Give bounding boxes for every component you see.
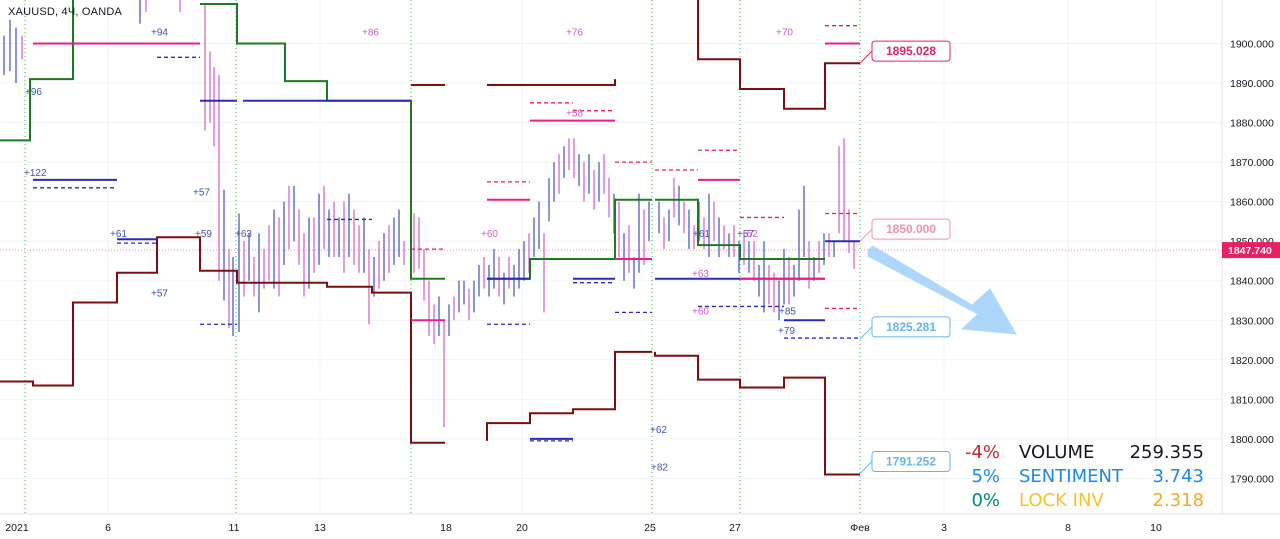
level-count-label: +63	[235, 229, 252, 240]
stat-volume-name: VOLUME	[1019, 442, 1095, 463]
stat-volume-value: 259.355	[1129, 442, 1204, 463]
stat-lock-inv-value: 2.318	[1152, 490, 1204, 511]
y-axis: 1790.000 1800.000 1810.000 1820.000 1830.000…	[1221, 0, 1280, 514]
x-tick-label: 8	[1065, 522, 1071, 534]
level-count-label: +52	[741, 229, 758, 240]
step-line	[487, 79, 616, 86]
level-count-label: +122	[24, 168, 47, 179]
y-tick-label: 1830.000	[1230, 315, 1274, 327]
x-tick-label: 20	[516, 522, 528, 534]
stat-lock-inv-pct: 0%	[971, 490, 1000, 511]
step-line	[486, 350, 652, 441]
level-count-label: +59	[195, 229, 212, 240]
step-line	[200, 3, 445, 280]
step-line	[0, 0, 74, 142]
x-tick-label: 13	[314, 522, 326, 534]
stat-sentiment-value: 3.743	[1152, 466, 1204, 487]
stat-lock-inv-name: LOCK INV	[1019, 490, 1104, 511]
step-line	[0, 236, 445, 444]
callout-value: 1825.281	[886, 320, 936, 334]
level-count-label: +60	[692, 306, 709, 317]
x-axis: 2021 6 11 13 18 20 25 27 Фев 3 8 10	[0, 513, 1280, 534]
callout-value: 1791.252	[886, 454, 936, 468]
level-count-label: +76	[566, 28, 583, 39]
current-price-badge	[1222, 242, 1280, 259]
x-tick-label: 18	[440, 522, 452, 534]
step-line	[655, 198, 825, 260]
annotations: +94 +86 +76 +70 +96 +58 +122 +57 +61 +59 +63 +60 +61…	[24, 28, 796, 474]
x-tick-label: 2021	[5, 522, 29, 534]
x-tick-label: 10	[1150, 522, 1162, 534]
callout-box	[871, 316, 951, 338]
level-count-label: +70	[776, 28, 793, 39]
level-count-label: +57	[193, 188, 210, 199]
level-count-label: +58	[566, 109, 583, 120]
x-tick-label: 11	[229, 522, 240, 534]
step-line	[697, 0, 860, 110]
level-count-label: +57	[151, 289, 168, 300]
level-count-label: +62	[650, 425, 667, 436]
x-tick-label: Фев	[850, 522, 870, 534]
price-callouts: 1895.028 1850.000 1825.281 1791.252	[859, 40, 951, 474]
price-callout: 1791.252	[859, 450, 951, 474]
step-line	[487, 198, 652, 280]
x-tick-label: 25	[644, 522, 656, 534]
stats-panel: -4% VOLUME 259.355 5% SENTIMENT 3.743 0%…	[965, 441, 1212, 513]
level-count-label: +94	[151, 28, 168, 39]
y-tick-label: 1810.000	[1230, 394, 1274, 406]
callout-box	[871, 40, 951, 62]
step-series	[0, 0, 860, 476]
grid-lines	[0, 0, 1222, 514]
y-tick-label: 1880.000	[1230, 118, 1274, 130]
level-count-label: +61	[693, 229, 710, 240]
price-callout: 1825.281	[859, 316, 951, 340]
level-count-label: +63	[692, 269, 709, 280]
forecast-arrow	[867, 245, 1017, 335]
price-callout: 1895.028	[859, 40, 951, 64]
level-count-label: +79	[778, 326, 795, 337]
x-tick-label: 6	[105, 522, 111, 534]
stat-volume-pct: -4%	[964, 442, 1000, 463]
y-tick-label: 1870.000	[1230, 157, 1274, 169]
level-count-label: +61	[110, 229, 127, 240]
level-count-label: +57	[737, 229, 754, 240]
y-tick-label: 1820.000	[1230, 355, 1274, 367]
level-count-label: +82	[651, 463, 668, 474]
callout-value: 1895.028	[886, 44, 936, 58]
callout-leader	[859, 50, 873, 64]
stat-sentiment-pct: 5%	[971, 466, 1000, 487]
callout-value: 1850.000	[886, 222, 936, 236]
x-tick-label: 27	[729, 522, 741, 534]
symbol-title: XAUUSD, 4Ч, OANDA	[8, 6, 123, 18]
stat-sentiment-name: SENTIMENT	[1019, 466, 1123, 487]
level-count-label: +86	[362, 28, 379, 39]
x-tick-label: 3	[941, 522, 947, 534]
callout-leader	[859, 228, 873, 242]
current-price-value: 1847.740	[1228, 245, 1272, 257]
callout-box	[871, 450, 951, 472]
level-count-label: +85	[779, 306, 796, 317]
callout-box	[871, 218, 951, 240]
step-line	[654, 351, 860, 476]
dashed-levels	[33, 25, 860, 442]
level-count-label: +96	[25, 87, 42, 98]
level-count-label: +60	[481, 229, 498, 240]
stat-row-sentiment: 5% SENTIMENT 3.743	[971, 465, 1212, 489]
callout-leader	[859, 461, 873, 474]
y-tick-label: 1840.000	[1230, 276, 1274, 288]
y-tick-label: 1890.000	[1230, 78, 1274, 90]
callout-leader	[859, 326, 873, 340]
y-tick-label: 1800.000	[1230, 434, 1274, 446]
stat-row-volume: -4% VOLUME 259.355	[965, 441, 1212, 465]
y-tick-label: 1860.000	[1230, 197, 1274, 209]
y-tick-label: 1900.000	[1230, 38, 1274, 50]
candles	[3, 0, 855, 428]
price-callout: 1850.000	[859, 218, 951, 242]
y-tick-label: 1790.000	[1230, 473, 1274, 485]
stat-row-lock-inv: 0% LOCK INV 2.318	[971, 489, 1212, 513]
